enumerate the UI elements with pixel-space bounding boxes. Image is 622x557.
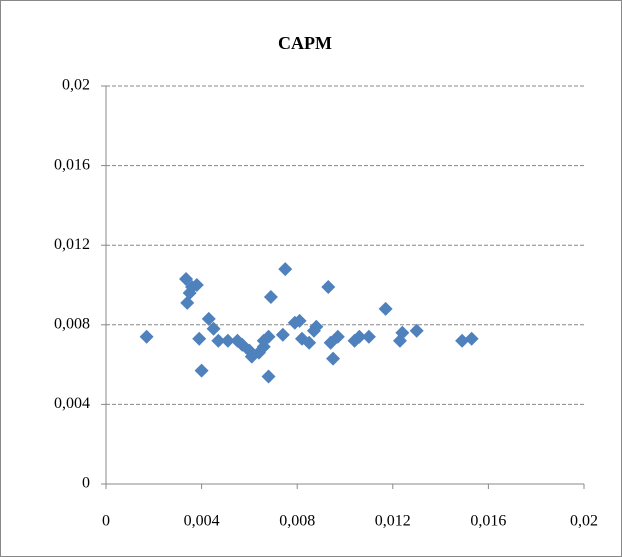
point: [330, 329, 345, 344]
point: [309, 319, 324, 334]
point: [192, 331, 207, 346]
y-tick-label: 0,004: [54, 395, 90, 412]
point: [321, 279, 336, 294]
point: [189, 278, 204, 292]
y-tick-label: 0,008: [54, 315, 90, 332]
point: [395, 325, 410, 340]
point: [194, 363, 209, 378]
point: [261, 369, 276, 384]
point: [220, 333, 235, 348]
point: [263, 289, 278, 304]
x-tick-label: 0,008: [279, 513, 315, 530]
point: [261, 329, 276, 344]
point: [352, 329, 367, 344]
point: [211, 333, 226, 348]
x-tick-label: 0,02: [570, 513, 598, 530]
point: [244, 349, 259, 364]
y-tick-label: 0,012: [54, 236, 90, 253]
point: [326, 351, 341, 366]
x-tick-label: 0,004: [184, 513, 220, 530]
point: [409, 323, 424, 338]
y-tick-label: 0,016: [54, 156, 90, 173]
point: [292, 313, 307, 328]
point: [278, 262, 293, 277]
point: [139, 329, 154, 344]
point: [464, 331, 479, 346]
point: [201, 311, 216, 326]
point: [302, 335, 317, 350]
y-tick-label: 0: [82, 475, 90, 492]
point: [206, 321, 221, 336]
x-tick-label: 0,016: [470, 513, 506, 530]
x-tick-label: 0,012: [375, 513, 411, 530]
x-tick-label: 0: [102, 513, 110, 530]
point: [455, 333, 470, 348]
y-tick-label: 0,02: [62, 77, 90, 94]
chart-title: CAPM: [278, 33, 332, 53]
point: [275, 327, 290, 342]
point: [361, 329, 376, 344]
point: [180, 295, 195, 310]
point: [378, 301, 393, 316]
